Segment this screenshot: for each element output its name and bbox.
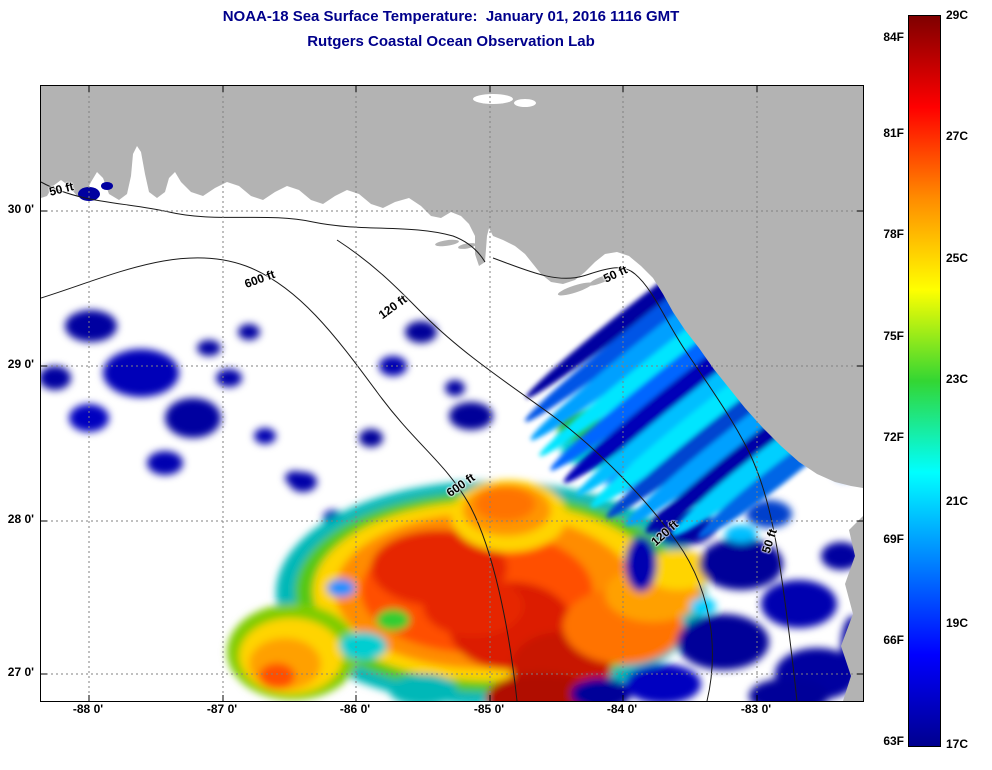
isobath-contours — [41, 181, 798, 701]
sst-map-svg — [41, 86, 863, 701]
lon-label--87: -87 0' — [206, 702, 238, 716]
land-strip-right — [841, 516, 863, 701]
lon-label--84: -84 0' — [606, 702, 638, 716]
colorbar-f-label-63: 63F — [883, 734, 904, 748]
colorbar-c-label-27: 27C — [946, 129, 969, 143]
lon-label--88: -88 0' — [72, 702, 104, 716]
lat-label-28: 28 0' — [7, 512, 34, 526]
colorbar-f-label-66: 66F — [883, 633, 904, 647]
lon-label--85: -85 0' — [473, 702, 505, 716]
colorbar-f-label-84: 84F — [883, 30, 904, 44]
colorbar-c-label-17: 17C — [946, 737, 969, 751]
colorbar-f-label-75: 75F — [883, 329, 904, 343]
colorbar-c-label-23: 23C — [946, 372, 969, 386]
colorbar-c-label-29: 29C — [946, 8, 969, 22]
isobath-600ft — [41, 257, 518, 701]
cloud-patches — [473, 94, 536, 107]
colorbar-c-label-25: 25C — [946, 251, 969, 265]
colorbar-f-label-69: 69F — [883, 532, 904, 546]
isobath-120ft — [336, 239, 713, 701]
lat-label-27: 27 0' — [7, 665, 34, 679]
colorbar — [908, 15, 941, 747]
colorbar-f-label-78: 78F — [883, 227, 904, 241]
lat-label-29: 29 0' — [7, 357, 34, 371]
colorbar-c-label-19: 19C — [946, 616, 969, 630]
sst-data — [41, 310, 863, 701]
lon-label--83: -83 0' — [740, 702, 772, 716]
figure-subtitle: Rutgers Coastal Ocean Observation Lab — [307, 33, 595, 50]
colorbar-f-label-72: 72F — [883, 430, 904, 444]
lat-label-30: 30 0' — [7, 202, 34, 216]
grid-lines — [41, 86, 863, 701]
land-mass — [41, 86, 863, 488]
colorbar-c-label-21: 21C — [946, 494, 969, 508]
isobath-50ft-east — [492, 257, 798, 701]
lon-label--86: -86 0' — [339, 702, 371, 716]
colorbar-f-label-81: 81F — [883, 126, 904, 140]
figure-title: NOAA-18 Sea Surface Temperature: January… — [222, 8, 680, 25]
map-plot: 50 ft 600 ft 120 ft 50 ft 600 ft 120 ft … — [40, 85, 864, 702]
barrier-islands — [435, 239, 614, 296]
axis-ticks — [41, 86, 863, 701]
isobath-50ft-west — [41, 181, 486, 263]
